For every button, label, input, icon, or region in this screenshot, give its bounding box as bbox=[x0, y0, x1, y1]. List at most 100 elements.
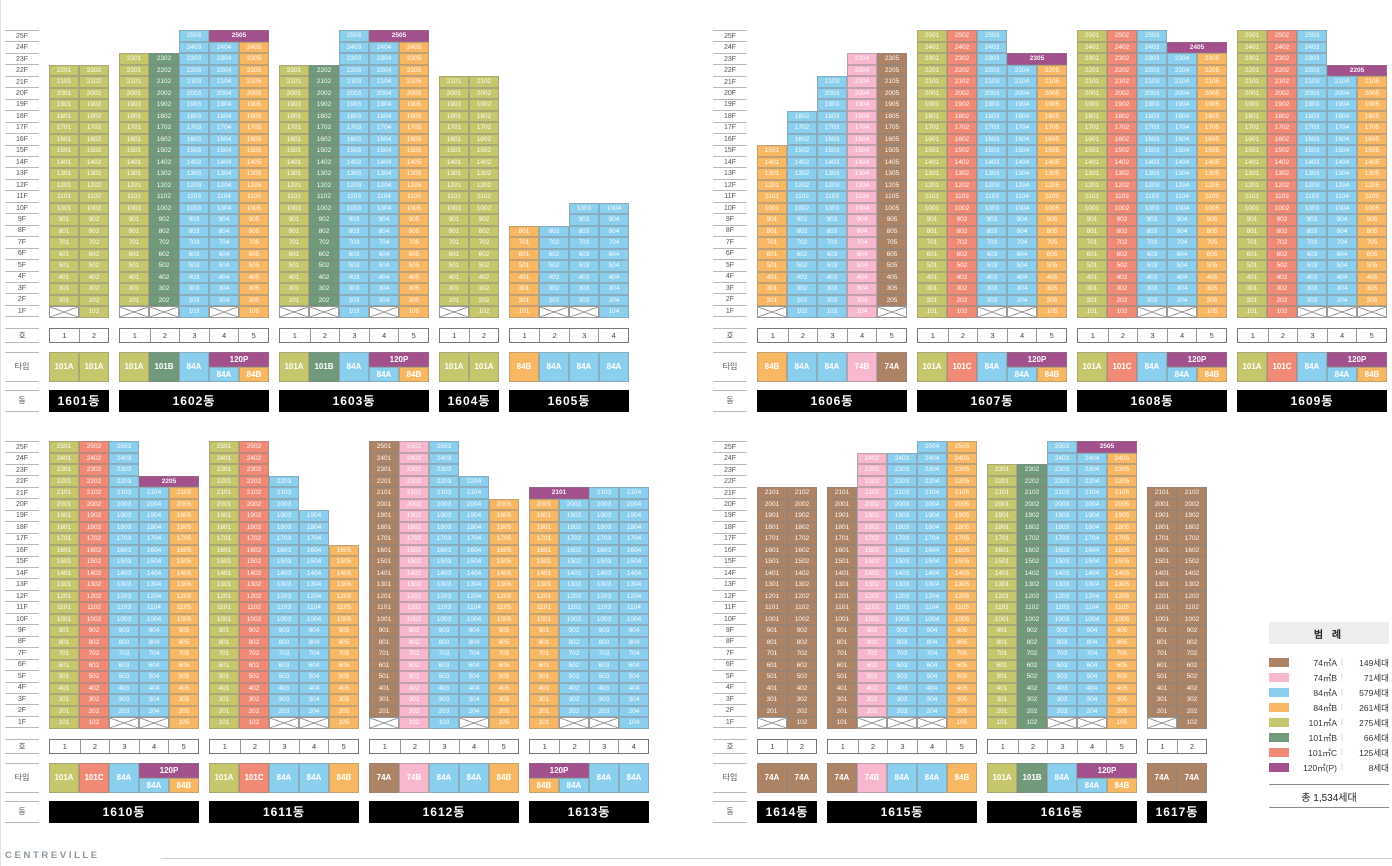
floor-row: 901 902 903 904 905 bbox=[279, 214, 429, 226]
unit-cell: 504 bbox=[299, 671, 329, 683]
unit-cell: 1004 bbox=[459, 613, 489, 625]
unit-cell: 2103 bbox=[1137, 76, 1167, 88]
unit-cell: 605 bbox=[169, 659, 199, 671]
floor-row: 1801 1802 1803 1804 1805 bbox=[917, 110, 1067, 122]
floor-row: 2301 2302 2303 2305 bbox=[917, 53, 1067, 65]
unit-cell: 2102 bbox=[1177, 487, 1207, 499]
unit-cell: 702 bbox=[469, 237, 499, 249]
building-1616: 2503 2505 2403 2404 2405 2301 2302 2303 2304 2305… bbox=[987, 441, 1137, 823]
unit-cell: 1502 bbox=[787, 145, 817, 157]
unit-cell: 1303 bbox=[1047, 579, 1077, 591]
unit-cell: 1205 bbox=[489, 590, 519, 602]
penthouse-base-types: 84A 84B bbox=[1167, 366, 1227, 382]
footer-rule bbox=[161, 858, 1392, 859]
unit-cell: 1201 bbox=[1077, 179, 1107, 191]
unit-cell: 602 bbox=[149, 248, 179, 260]
building-name: 1617동 bbox=[1147, 800, 1207, 823]
unit-cell: 1403 bbox=[1297, 156, 1327, 168]
unit-cell: 1204 bbox=[1077, 590, 1107, 602]
floor-row: 801 802 803 804 805 bbox=[49, 636, 199, 648]
floor-row: 1101 1102 1103 1104 1105 bbox=[49, 602, 199, 614]
unit-cell: 1202 bbox=[309, 179, 339, 191]
unit-cell: 305 bbox=[1357, 283, 1387, 295]
unit-column-number: 3 bbox=[568, 328, 599, 342]
unit-cell: 1903 bbox=[109, 510, 139, 522]
unit-cell: 102 bbox=[1107, 306, 1137, 318]
unit-column-number: 2 bbox=[1267, 328, 1298, 342]
unit-cell: 1102 bbox=[469, 191, 499, 203]
floor-label: 15F bbox=[5, 557, 39, 568]
piloti-cell bbox=[757, 306, 787, 318]
unit-cell: 2001 bbox=[279, 87, 309, 99]
type-cell-74A: 74A bbox=[369, 762, 399, 793]
unit-cell: 1503 bbox=[179, 145, 209, 157]
piloti-cell bbox=[139, 717, 169, 729]
unit-cell: 1001 bbox=[987, 613, 1017, 625]
unit-cell: 803 bbox=[109, 636, 139, 648]
unit-cell: 1801 bbox=[279, 110, 309, 122]
unit-cell: 804 bbox=[917, 636, 947, 648]
floor-row: 1401 1402 1403 1404 1405 bbox=[827, 567, 977, 579]
unit-cell: 704 bbox=[1327, 237, 1357, 249]
unit-cell: 403 bbox=[569, 271, 599, 283]
unit-cell: 1703 bbox=[429, 533, 459, 545]
building-1610: 2501 2502 2503 2401 2402 2403 2301 2302 2303 2201… bbox=[49, 441, 199, 823]
unit-cell: 2205 bbox=[239, 64, 269, 76]
unit-cell: 2301 bbox=[1237, 53, 1267, 65]
unit-cell: 1704 bbox=[1167, 122, 1197, 134]
unit-cell: 1905 bbox=[239, 99, 269, 111]
unit-column-number: 5 bbox=[1196, 328, 1226, 342]
floor-row: 401 402 403 404 405 bbox=[917, 271, 1067, 283]
unit-cell: 1502 bbox=[1107, 145, 1137, 157]
floor-row: 1901 1902 1903 1904 1905 bbox=[1237, 99, 1387, 111]
type-band: 74A 74B 84A 84A 84B bbox=[369, 762, 519, 793]
unit-cell: 1805 bbox=[399, 110, 429, 122]
floor-row: 2101 2102 2103 2104 2105 bbox=[1237, 76, 1387, 88]
unit-cell: 104 bbox=[599, 306, 629, 318]
unit-cell: 1602 bbox=[1107, 133, 1137, 145]
unit-cell: 2501 bbox=[1237, 30, 1267, 42]
building-1617: 2101 2102 2001 2002 1901 1902 1801 1802 1701 1702… bbox=[1147, 441, 1207, 823]
floor-row: 501 502 503 504 505 bbox=[757, 260, 907, 272]
floor-row: 801 802 bbox=[757, 636, 817, 648]
unit-cell: 1902 bbox=[239, 510, 269, 522]
unit-cell: 701 bbox=[827, 648, 857, 660]
unit-cell: 105 bbox=[169, 717, 199, 729]
unit-cell: 1702 bbox=[559, 533, 589, 545]
unit-cell: 2202 bbox=[309, 64, 339, 76]
unit-cell: 301 bbox=[439, 283, 469, 295]
unit-cell: 1902 bbox=[787, 510, 817, 522]
unit-cell: 1304 bbox=[139, 579, 169, 591]
unit-cell: 2205 bbox=[877, 64, 907, 76]
penthouse-cell: 2405 bbox=[1167, 41, 1227, 53]
floor-row: 701 702 703 704 705 bbox=[827, 648, 977, 660]
unit-cell: 1103 bbox=[1047, 602, 1077, 614]
unit-cell: 2203 bbox=[269, 475, 299, 487]
type-cell-84B: 84B bbox=[1197, 366, 1227, 382]
unit-cell: 1504 bbox=[1007, 145, 1037, 157]
unit-cell: 101 bbox=[917, 306, 947, 318]
unit-cell: 2403 bbox=[179, 41, 209, 53]
floor-row: 1701 1702 bbox=[1147, 533, 1207, 545]
unit-cell: 1201 bbox=[757, 590, 787, 602]
unit-cell: 2001 bbox=[369, 498, 399, 510]
unit-cell: 1603 bbox=[817, 133, 847, 145]
unit-cell: 502 bbox=[239, 671, 269, 683]
unit-cell: 2403 bbox=[339, 41, 369, 53]
unit-cell: 1803 bbox=[109, 521, 139, 533]
unit-cell: 1301 bbox=[1237, 168, 1267, 180]
unit-cell: 1703 bbox=[977, 122, 1007, 134]
unit-column-number: 2 bbox=[239, 739, 270, 753]
unit-cell: 702 bbox=[1177, 648, 1207, 660]
unit-cell: 301 bbox=[987, 694, 1017, 706]
type-band: 101A 101B 84A 120P 84A 84B bbox=[987, 762, 1137, 793]
unit-cell: 1301 bbox=[917, 168, 947, 180]
unit-cell: 1403 bbox=[1047, 567, 1077, 579]
unit-cell: 1903 bbox=[887, 510, 917, 522]
type-cell-101A: 101A bbox=[49, 351, 79, 382]
unit-cell: 605 bbox=[1107, 659, 1137, 671]
unit-cell: 1202 bbox=[947, 179, 977, 191]
unit-cell: 2002 bbox=[79, 87, 109, 99]
unit-cell: 1002 bbox=[857, 613, 887, 625]
type-cell-84A: 84A bbox=[887, 762, 917, 793]
